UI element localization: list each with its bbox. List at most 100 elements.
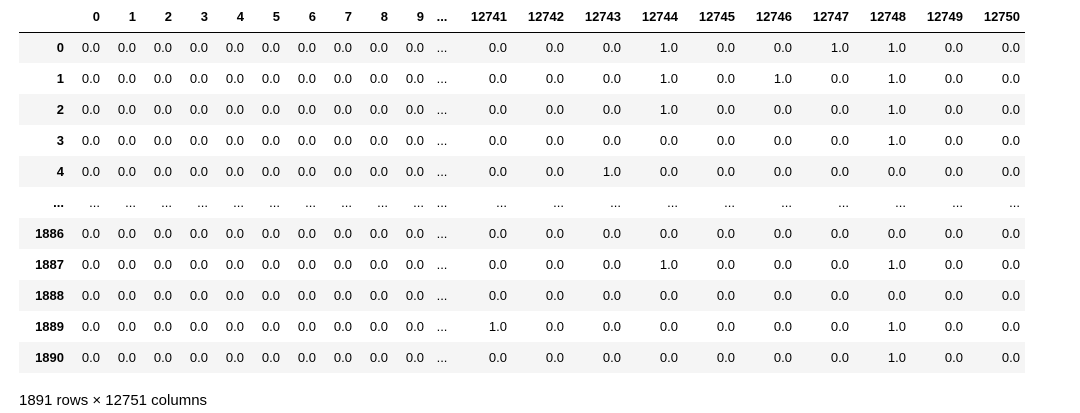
table-cell: ...: [436, 102, 448, 117]
dataframe-shape-text: 1891 rows × 12751 columns: [19, 392, 208, 409]
table-cell: 1.0: [887, 350, 906, 365]
table-cell: 0.0: [887, 164, 906, 179]
table-cell: 0.0: [117, 226, 136, 241]
table-cell: 0.0: [602, 102, 621, 117]
table-cell: ...: [1009, 195, 1020, 210]
table-cell: 0.0: [297, 40, 316, 56]
table-cell: 0.0: [369, 350, 388, 365]
row-index-label: 1886: [35, 226, 64, 241]
table-cell: 0.0: [830, 319, 849, 334]
table-cell: 0.0: [830, 226, 849, 241]
table-cell: ...: [436, 257, 448, 272]
column-header: 12746: [740, 2, 797, 33]
table-cell: 0.0: [488, 102, 507, 117]
table-cell: ...: [233, 195, 244, 210]
table-cell: 0.0: [602, 319, 621, 334]
table-cell: ...: [724, 195, 735, 210]
table-header: 0 1 2 3 4 5 6 7 8 9... 12741 12742 12743 12744 12745 12…: [19, 2, 1025, 33]
table-cell: 0.0: [189, 319, 208, 334]
table-cell: 0.0: [830, 71, 849, 86]
table-cell: 0.0: [333, 350, 352, 365]
table-cell: 0.0: [369, 257, 388, 272]
table-cell: 0.0: [773, 257, 792, 272]
table-cell: 0.0: [405, 257, 424, 272]
table-cell: 0.0: [117, 40, 136, 56]
table-cell: 0.0: [261, 288, 280, 303]
table-cell: 0.0: [944, 257, 963, 272]
table-cell: 0.0: [189, 133, 208, 148]
table-cell: 0.0: [545, 350, 564, 365]
column-header: 0: [69, 2, 105, 33]
table-cell: 0.0: [773, 319, 792, 334]
row-index-label: 1889: [35, 319, 64, 334]
table-cell: 0.0: [225, 319, 244, 334]
table-row: 2 0.0 0.0 0.0 0.0 0.0 0.0 0.0 0.0 0.0 0.0... 0.0 0.0…: [19, 94, 1025, 125]
table-cell: 0.0: [261, 102, 280, 117]
table-cell: 0.0: [117, 257, 136, 272]
table-cell: 0.0: [189, 226, 208, 241]
table-cell: 0.0: [488, 71, 507, 86]
table-cell: 0.0: [405, 288, 424, 303]
table-cell: ...: [667, 195, 678, 210]
table-cell: 0.0: [716, 164, 735, 179]
table-body: 0 0.0 0.0 0.0 0.0 0.0 0.0 0.0 0.0 0.0 0.0... 0.0 0.0…: [19, 32, 1025, 373]
table-cell: 0.0: [716, 133, 735, 148]
table-cell: 0.0: [369, 71, 388, 86]
table-cell: 0.0: [773, 288, 792, 303]
table-cell: 0.0: [261, 164, 280, 179]
table-cell: 1.0: [887, 40, 906, 56]
table-cell: 0.0: [369, 319, 388, 334]
table-cell: 0.0: [369, 226, 388, 241]
table-cell: 0.0: [602, 133, 621, 148]
table-cell: 0.0: [1001, 226, 1020, 241]
table-cell: ...: [496, 195, 507, 210]
row-index-label: ...: [53, 195, 64, 210]
table-cell: 0.0: [405, 71, 424, 86]
table-cell: 0.0: [153, 164, 172, 179]
table-row: 0 0.0 0.0 0.0 0.0 0.0 0.0 0.0 0.0 0.0 0.0... 0.0 0.0…: [19, 32, 1025, 63]
table-cell: 1.0: [887, 257, 906, 272]
column-header-ellipsis: ...: [429, 2, 455, 33]
table-cell: ...: [436, 133, 448, 148]
table-cell: ...: [436, 319, 448, 334]
table-cell: 0.0: [225, 133, 244, 148]
table-cell: 0.0: [297, 257, 316, 272]
table-cell: 0.0: [225, 40, 244, 56]
table-cell: 1.0: [659, 257, 678, 272]
table-cell: 0.0: [225, 288, 244, 303]
table-cell: 1.0: [830, 40, 849, 56]
table-cell: 0.0: [225, 226, 244, 241]
table-cell: 0.0: [545, 319, 564, 334]
table-cell: 0.0: [830, 350, 849, 365]
table-cell: ...: [838, 195, 849, 210]
table-cell: ...: [436, 350, 448, 365]
table-cell: 0.0: [602, 350, 621, 365]
column-header: 12743: [569, 2, 626, 33]
row-index-label: 1888: [35, 288, 64, 303]
table-row: 1890 0.0 0.0 0.0 0.0 0.0 0.0 0.0 0.0 0.0 0.0... 0.0…: [19, 342, 1025, 373]
table-cell: 0.0: [944, 102, 963, 117]
table-cell: 0.0: [153, 288, 172, 303]
table-cell: 0.0: [488, 257, 507, 272]
table-cell: ...: [161, 195, 172, 210]
table-cell: 0.0: [773, 226, 792, 241]
table-cell: 0.0: [81, 102, 100, 117]
table-cell: 0.0: [117, 350, 136, 365]
table-cell: 0.0: [405, 350, 424, 365]
column-header: 7: [321, 2, 357, 33]
table-cell: 0.0: [153, 102, 172, 117]
table-cell: 0.0: [659, 164, 678, 179]
table-cell: ...: [341, 195, 352, 210]
table-cell: 0.0: [1001, 164, 1020, 179]
table-cell: 0.0: [773, 350, 792, 365]
column-header: 8: [357, 2, 393, 33]
table-cell: 0.0: [117, 288, 136, 303]
table-cell: 0.0: [117, 133, 136, 148]
table-cell: 0.0: [153, 319, 172, 334]
table-cell: 0.0: [1001, 350, 1020, 365]
table-cell: 1.0: [887, 102, 906, 117]
table-row: 1889 0.0 0.0 0.0 0.0 0.0 0.0 0.0 0.0 0.0 0.0... 1.0…: [19, 311, 1025, 342]
table-cell: 0.0: [716, 226, 735, 241]
table-cell: 0.0: [369, 133, 388, 148]
table-cell: 0.0: [488, 164, 507, 179]
